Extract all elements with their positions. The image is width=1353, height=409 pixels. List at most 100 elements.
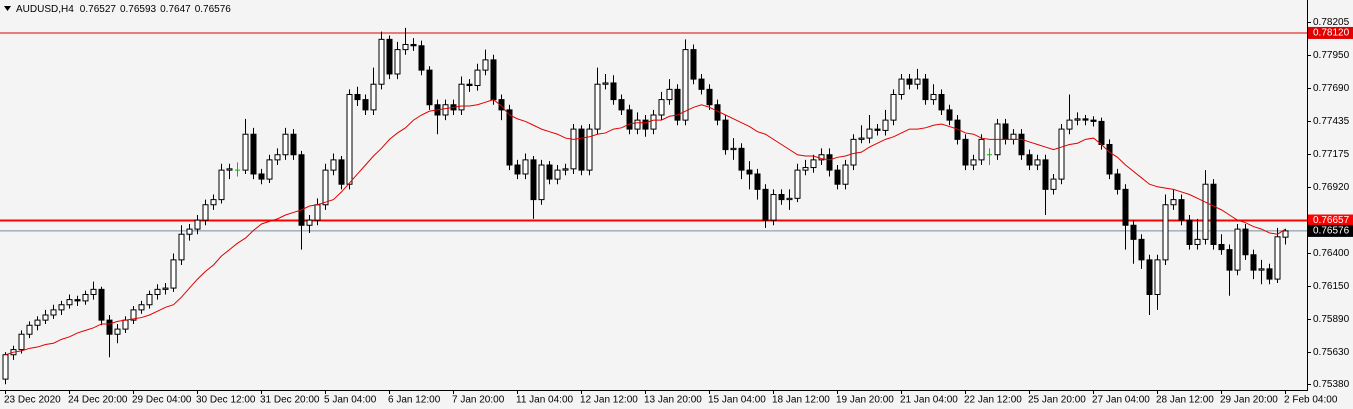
candle-body bbox=[410, 43, 417, 47]
candle-body bbox=[474, 69, 481, 87]
candle-body bbox=[938, 93, 945, 111]
candle-body bbox=[618, 99, 625, 111]
candle-body bbox=[418, 45, 425, 71]
level-box bbox=[1308, 214, 1353, 227]
level-box bbox=[1308, 26, 1353, 39]
levels bbox=[0, 32, 1307, 232]
candle-body bbox=[66, 299, 73, 306]
y-tick-label: 0.76920 bbox=[1313, 182, 1350, 193]
candle-body bbox=[1162, 204, 1169, 261]
candle-body bbox=[1178, 199, 1185, 221]
candle-body bbox=[746, 169, 753, 175]
candle-body bbox=[330, 159, 337, 171]
candle-body bbox=[74, 299, 81, 302]
candle-body bbox=[162, 287, 169, 290]
candle-body bbox=[1274, 236, 1281, 280]
candle-body bbox=[26, 324, 33, 335]
x-tick-label: 6 Jan 12:00 bbox=[388, 395, 441, 406]
candle-body bbox=[506, 109, 513, 166]
high-value: 0.76593 bbox=[120, 4, 157, 15]
candle-body bbox=[1058, 128, 1065, 180]
y-tick-label: 0.78205 bbox=[1313, 17, 1350, 28]
candle-body bbox=[466, 83, 473, 87]
candle-body bbox=[1186, 219, 1193, 245]
chart-header: AUDUSD,H4 0.76527 0.76593 0.7647 0.76576 bbox=[16, 4, 231, 15]
candle-body bbox=[258, 173, 265, 180]
moving-average bbox=[5, 99, 1286, 356]
candle-body bbox=[426, 69, 433, 106]
x-tick-label: 27 Jan 04:00 bbox=[1092, 395, 1150, 406]
x-tick-label: 29 Jan 20:00 bbox=[1220, 395, 1278, 406]
candle-body bbox=[338, 159, 345, 185]
candle-body bbox=[794, 169, 801, 199]
candle-body bbox=[1010, 133, 1017, 140]
candle-body bbox=[514, 164, 521, 175]
candle-body bbox=[914, 78, 921, 85]
candles bbox=[2, 27, 1289, 385]
candle-body bbox=[690, 49, 697, 80]
x-tick-label: 11 Jan 04:00 bbox=[516, 395, 574, 406]
candle-body bbox=[962, 138, 969, 166]
candle-body bbox=[90, 288, 97, 295]
candle-body bbox=[1234, 228, 1241, 271]
candle-body bbox=[218, 169, 225, 201]
x-tick-label: 12 Jan 12:00 bbox=[580, 395, 638, 406]
x-tick-label: 18 Jan 12:00 bbox=[772, 395, 830, 406]
candle-body bbox=[2, 354, 9, 380]
y-tick-label: 0.77175 bbox=[1313, 149, 1350, 160]
candle-body bbox=[530, 159, 537, 201]
candle-body bbox=[882, 119, 889, 131]
candle-body bbox=[1202, 183, 1209, 240]
candle-body bbox=[898, 78, 905, 95]
candle-body bbox=[722, 119, 729, 151]
x-tick-label: 13 Jan 20:00 bbox=[644, 395, 702, 406]
overlay bbox=[5, 99, 1286, 356]
candle-body bbox=[1154, 259, 1161, 295]
candle-body bbox=[242, 133, 249, 171]
candle-body bbox=[1122, 188, 1129, 226]
x-tick-label: 15 Jan 04:00 bbox=[708, 395, 766, 406]
candle-body bbox=[34, 319, 41, 326]
level-label: 0.76657 bbox=[1313, 215, 1350, 226]
candle-body bbox=[970, 159, 977, 166]
candle-body bbox=[290, 133, 297, 156]
candle-body bbox=[698, 78, 705, 90]
candle-body bbox=[194, 219, 201, 230]
candle-body bbox=[114, 328, 121, 335]
last-price-box bbox=[1308, 224, 1353, 237]
x-tick-label: 23 Dec 2020 bbox=[4, 395, 61, 406]
candle-body bbox=[850, 138, 857, 166]
candle-body bbox=[298, 154, 305, 226]
candle-body bbox=[490, 59, 497, 101]
candle-body bbox=[402, 43, 409, 51]
candle-body bbox=[82, 293, 89, 302]
candle-body bbox=[202, 204, 209, 221]
candle-body bbox=[306, 219, 313, 226]
candle-body bbox=[170, 259, 177, 289]
menu-arrow[interactable] bbox=[4, 6, 11, 11]
candle-body bbox=[178, 233, 185, 261]
candle-body bbox=[586, 128, 593, 171]
candle-body bbox=[322, 169, 329, 206]
candle-body bbox=[890, 93, 897, 121]
candle-body bbox=[842, 164, 849, 185]
candle-body bbox=[826, 154, 833, 171]
candle-body bbox=[58, 304, 65, 311]
x-tick-label: 5 Jan 04:00 bbox=[324, 395, 377, 406]
candle-body bbox=[1146, 259, 1153, 295]
candle-body bbox=[602, 82, 609, 85]
last-price-label: 0.76576 bbox=[1313, 226, 1350, 237]
candle-body bbox=[978, 138, 985, 161]
candle-body bbox=[1210, 183, 1217, 245]
candle-body bbox=[858, 137, 865, 140]
open-value: 0.76527 bbox=[80, 4, 117, 15]
y-tick-label: 0.75630 bbox=[1313, 347, 1350, 358]
candle-body bbox=[42, 314, 49, 321]
x-tick-label: 7 Jan 20:00 bbox=[452, 395, 505, 406]
candle-body bbox=[1242, 228, 1249, 256]
candle-body bbox=[538, 164, 545, 201]
y-tick-label: 0.77950 bbox=[1313, 50, 1350, 61]
candle-body bbox=[834, 169, 841, 185]
